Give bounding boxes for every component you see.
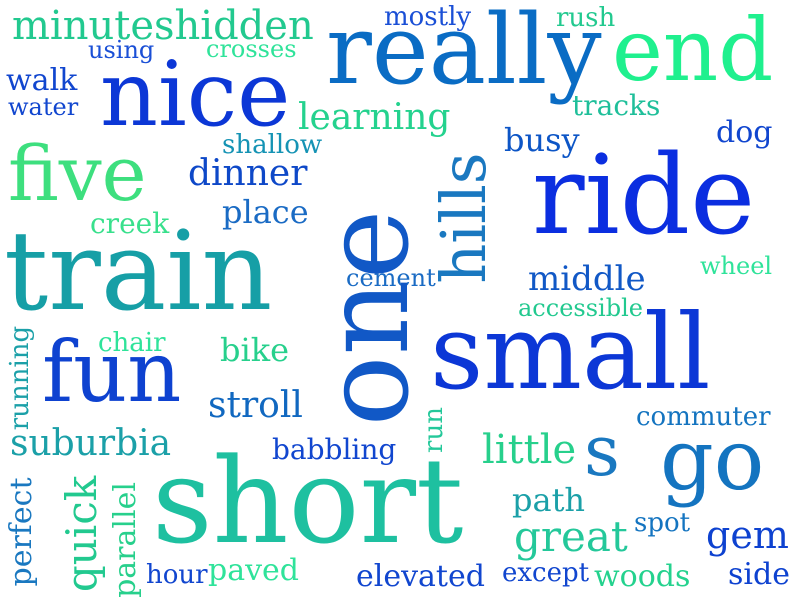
word-gem: gem (706, 513, 789, 557)
word-elevated: elevated (356, 559, 485, 594)
word-except: except (502, 558, 590, 588)
word-suburbia: suburbia (10, 423, 172, 464)
word-tracks: tracks (572, 89, 661, 122)
word-walk: walk (6, 63, 78, 98)
word-really: really (326, 0, 602, 106)
word-busy: busy (504, 121, 580, 159)
word-little: little (482, 427, 577, 473)
word-s: s (584, 410, 620, 492)
word-learning: learning (298, 97, 451, 138)
word-quick: quick (57, 475, 106, 593)
word-end: end (612, 1, 774, 101)
word-commuter: commuter (636, 402, 771, 432)
word-go: go (660, 411, 765, 509)
word-minuteshidden: minuteshidden (12, 3, 314, 49)
word-ride: ride (532, 131, 756, 259)
word-babbling: babbling (272, 433, 397, 466)
word-perfect: perfect (4, 477, 39, 587)
word-middle: middle (528, 259, 646, 299)
word-nice: nice (100, 42, 291, 147)
word-small: small (430, 291, 711, 413)
word-path: path (512, 481, 586, 519)
word-dog: dog (716, 115, 773, 150)
word-bike: bike (220, 331, 290, 369)
word-creek: creek (90, 207, 170, 240)
word-parallel: parallel (108, 482, 143, 598)
word-run: run (419, 407, 449, 453)
word-paved: paved (208, 553, 299, 588)
word-using: using (88, 36, 155, 64)
word-mostly: mostly (384, 2, 472, 32)
word-spot: spot (634, 508, 691, 538)
word-rush: rush (556, 3, 616, 33)
word-dinner: dinner (188, 153, 308, 194)
word-crosses: crosses (206, 35, 297, 63)
word-wheel: wheel (700, 252, 773, 280)
word-train: train (4, 207, 273, 335)
word-one: one (297, 209, 435, 427)
word-cement: cement (346, 264, 436, 292)
word-hills: hills (427, 152, 500, 284)
word-accessible: accessible (518, 294, 643, 322)
word-five: five (8, 129, 147, 218)
word-chair: chair (98, 328, 166, 358)
word-woods: woods (594, 559, 691, 594)
word-side: side (728, 557, 790, 592)
word-short: short (152, 432, 464, 570)
word-great: great (514, 512, 628, 561)
word-running: running (5, 325, 35, 431)
word-place: place (222, 193, 309, 231)
word-fun: fun (42, 323, 182, 421)
word-stroll: stroll (208, 385, 303, 426)
word-hour: hour (146, 560, 208, 590)
word-water: water (8, 93, 79, 121)
word-shallow: shallow (222, 130, 323, 160)
